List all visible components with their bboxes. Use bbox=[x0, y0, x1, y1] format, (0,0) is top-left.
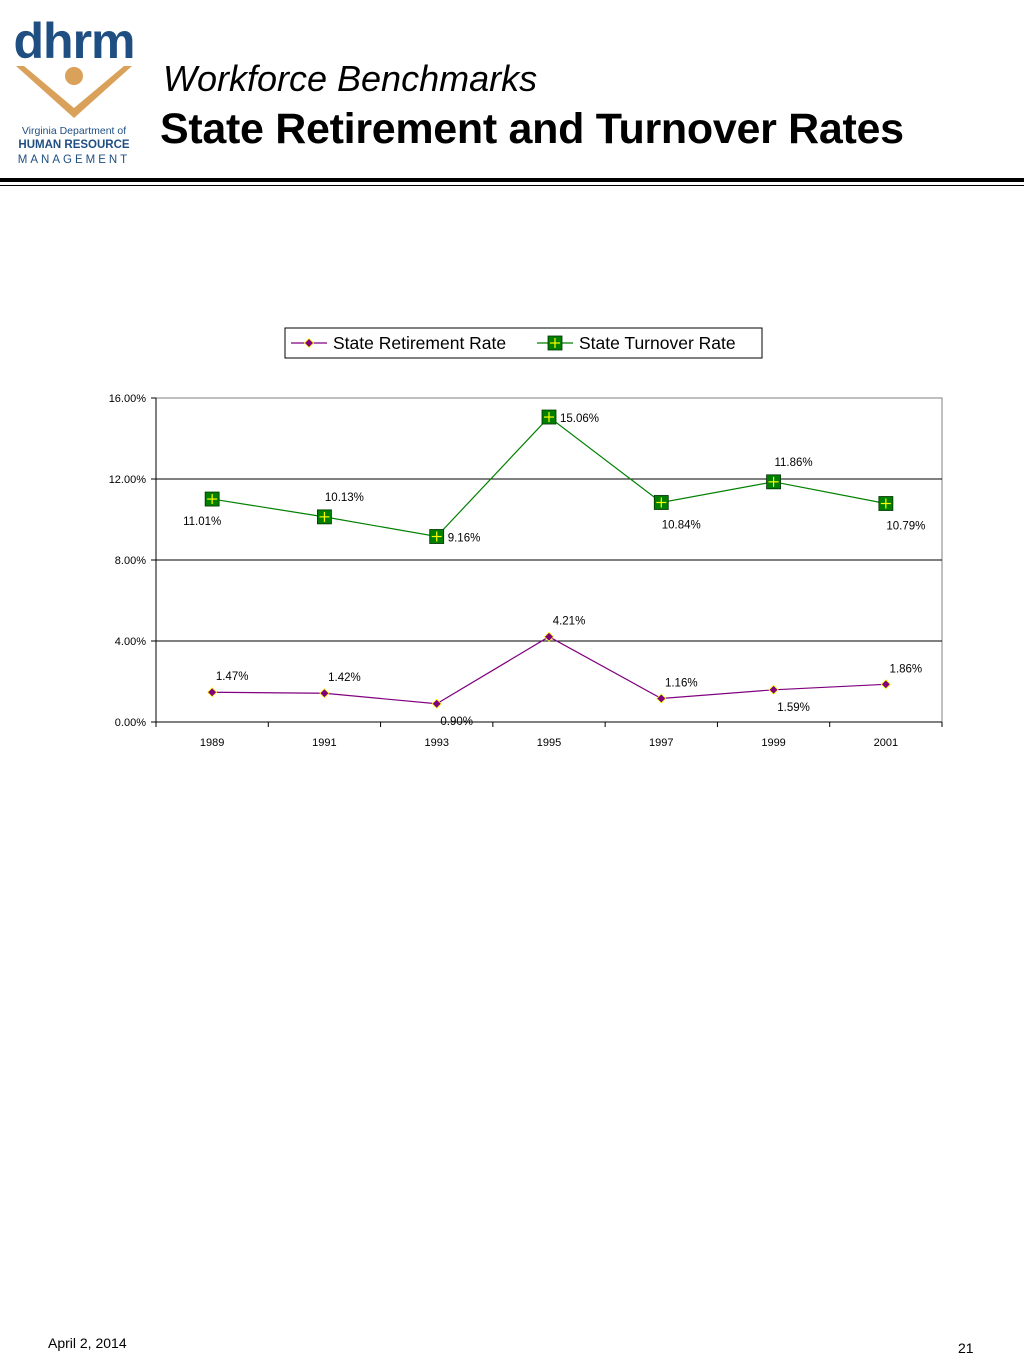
turnover-data-label: 10.13% bbox=[325, 492, 364, 504]
retirement-rate-point bbox=[319, 688, 330, 699]
retirement-data-label: 1.42% bbox=[328, 672, 361, 684]
retirement-rate-point bbox=[207, 687, 218, 698]
retirement-data-label: 4.21% bbox=[553, 616, 586, 628]
legend-retirement-label: State Retirement Rate bbox=[333, 333, 506, 353]
logo-line-human-resource: HUMAN RESOURCE bbox=[18, 139, 130, 151]
retirement-rate-point bbox=[431, 698, 442, 709]
person-figure-icon bbox=[16, 66, 132, 118]
legend-box bbox=[284, 327, 763, 359]
y-tick-label: 12.00% bbox=[109, 474, 147, 486]
turnover-rate-line bbox=[212, 416, 886, 538]
y-tick-label: 8.00% bbox=[115, 555, 146, 567]
retirement-data-label: 1.59% bbox=[777, 702, 810, 714]
x-tick-label: 1991 bbox=[312, 737, 336, 749]
retirement-data-label: 1.86% bbox=[890, 663, 923, 675]
turnover-data-label: 11.86% bbox=[774, 457, 812, 469]
retirement-data-label: 0.90% bbox=[440, 716, 473, 728]
x-tick-label: 1989 bbox=[200, 737, 224, 749]
turnover-data-label: 10.79% bbox=[886, 521, 925, 533]
x-tick-label: 1997 bbox=[649, 737, 673, 749]
header-divider-thick bbox=[0, 178, 1024, 182]
legend-turnover-label: State Turnover Rate bbox=[579, 333, 736, 353]
legend-retirement-marker bbox=[303, 337, 315, 349]
logo-line-department: Virginia Department of bbox=[21, 125, 127, 137]
turnover-data-label: 11.01% bbox=[183, 516, 221, 528]
x-tick-label: 1993 bbox=[424, 737, 448, 749]
page-title: State Retirement and Turnover Rates bbox=[160, 105, 904, 153]
turnover-data-label: 9.16% bbox=[448, 533, 481, 545]
retirement-rate-point bbox=[543, 631, 555, 642]
x-tick-label: 2001 bbox=[874, 737, 898, 749]
retirement-data-label: 1.47% bbox=[216, 671, 249, 683]
logo-wordmark: dhrm bbox=[13, 13, 136, 69]
y-tick-label: 16.00% bbox=[109, 393, 147, 405]
retirement-data-label: 1.16% bbox=[665, 678, 698, 690]
footer-date: April 2, 2014 bbox=[48, 1335, 127, 1351]
x-tick-label: 1999 bbox=[761, 737, 785, 749]
retirement-rate-line bbox=[212, 636, 886, 705]
retirement-rate-point bbox=[656, 693, 667, 704]
y-tick-label: 4.00% bbox=[115, 636, 146, 648]
turnover-data-label: 15.06% bbox=[560, 413, 599, 425]
logo-line-management: MANAGEMENT bbox=[17, 154, 131, 166]
page-subtitle: Workforce Benchmarks bbox=[163, 58, 538, 99]
y-tick-label: 0.00% bbox=[115, 717, 146, 729]
page-number: 21 bbox=[958, 1340, 974, 1356]
header-divider-thin bbox=[0, 185, 1024, 186]
dhrm-logo: dhrm Virginia Department of HUMAN RESOUR… bbox=[8, 13, 140, 170]
rates-line-chart: 0.00% 4.00% 8.00% 12.00% 16.00% 1989 1991 1993 1… bbox=[109, 327, 943, 749]
x-tick-label: 1995 bbox=[537, 737, 561, 749]
retirement-rate-point bbox=[880, 679, 891, 690]
turnover-data-label: 10.84% bbox=[662, 519, 701, 531]
retirement-rate-point bbox=[768, 684, 779, 695]
